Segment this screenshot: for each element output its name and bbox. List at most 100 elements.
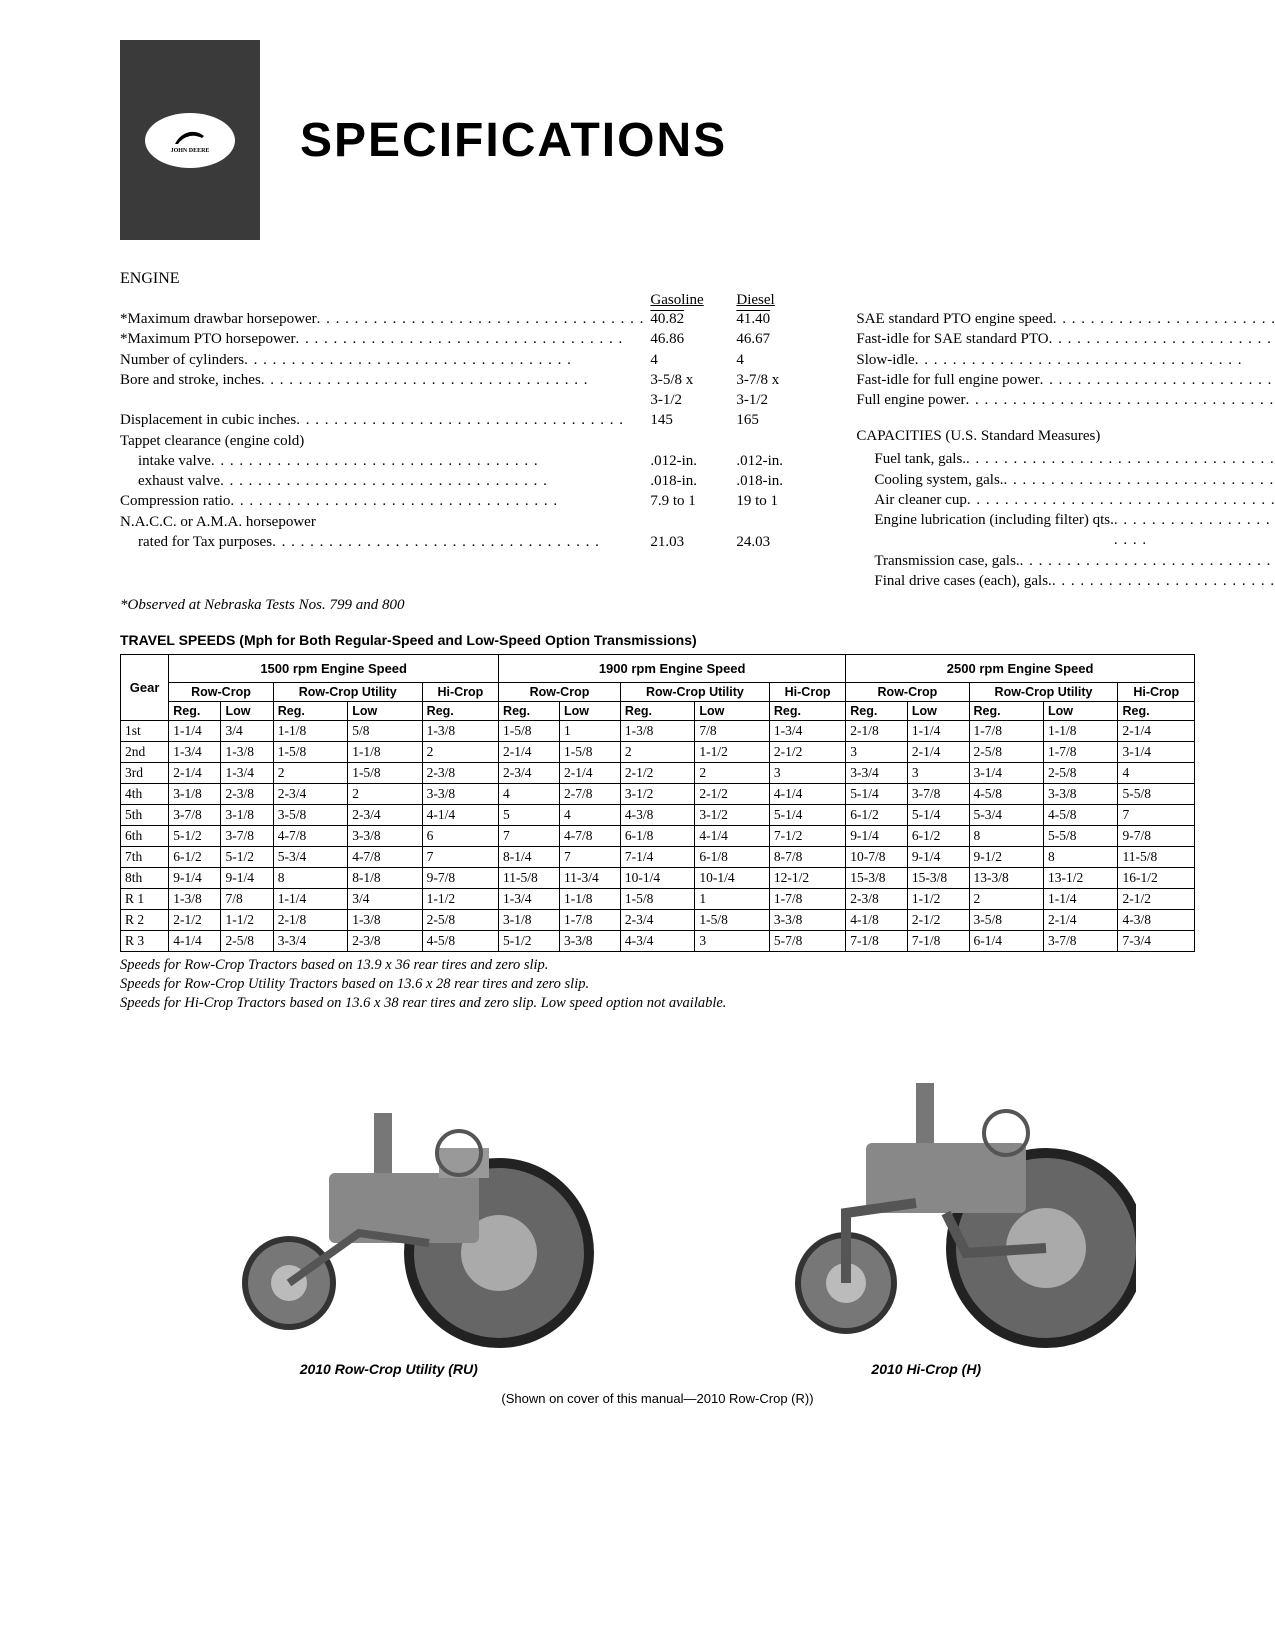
spec-label: N.A.C.C. or A.M.A. horsepower xyxy=(120,512,316,532)
speed-cell: 1-5/8 xyxy=(559,742,620,763)
subgroup-header: Row-Crop Utility xyxy=(620,683,769,702)
leaf-header: Reg. xyxy=(1118,702,1195,721)
leaf-header: Reg. xyxy=(769,702,845,721)
spec-label: Displacement in cubic inches xyxy=(120,410,296,430)
spec-label: intake valve xyxy=(120,451,211,471)
speed-cell: 8-7/8 xyxy=(769,847,845,868)
leaf-header: Low xyxy=(559,702,620,721)
spec-gasoline-value xyxy=(644,512,730,532)
table-row: 3rd2-1/41-3/421-5/82-3/82-3/42-1/42-1/22… xyxy=(121,763,1195,784)
spec-label: SAE standard PTO engine speed xyxy=(856,309,1052,329)
speed-cell: 3-1/4 xyxy=(1118,742,1195,763)
spec-row: *Maximum PTO horsepower46.8646.67 xyxy=(120,329,816,349)
speed-cell: 6-1/8 xyxy=(620,826,694,847)
speed-cell: 2-1/4 xyxy=(499,742,560,763)
spec-row: Tappet clearance (engine cold) xyxy=(120,431,816,451)
speed-cell: 1-7/8 xyxy=(969,721,1043,742)
leaf-header: Reg. xyxy=(620,702,694,721)
capacity-label: Engine lubrication (including filter) qt… xyxy=(856,510,1114,551)
speed-cell: 13-1/2 xyxy=(1044,868,1118,889)
gear-cell: 6th xyxy=(121,826,169,847)
speed-cell: 9-1/2 xyxy=(969,847,1043,868)
speed-cell: 8 xyxy=(273,868,347,889)
spec-diesel-value: 24.03 xyxy=(730,532,816,552)
speed-cell: 7-1/8 xyxy=(907,931,969,952)
spec-diesel-value: 41.40 xyxy=(730,309,816,329)
subgroup-header: Row-Crop Utility xyxy=(273,683,422,702)
spec-diesel-value: 19 to 1 xyxy=(730,491,816,511)
speed-cell: 3/4 xyxy=(348,889,422,910)
speed-cell: 10-7/8 xyxy=(846,847,908,868)
speed-cell: 3 xyxy=(769,763,845,784)
speed-cell: 6 xyxy=(422,826,498,847)
travel-speeds-table: Gear 1500 rpm Engine Speed 1900 rpm Engi… xyxy=(120,654,1195,952)
subgroup-header: Hi-Crop xyxy=(769,683,845,702)
speed-cell: 5-3/4 xyxy=(969,805,1043,826)
speed-cell: 5-1/4 xyxy=(907,805,969,826)
speed-cell: 2-5/8 xyxy=(221,931,273,952)
gear-cell: 3rd xyxy=(121,763,169,784)
engine-heading: ENGINE xyxy=(120,270,1195,288)
speed-cell: 12-1/2 xyxy=(769,868,845,889)
speed-cell: 9-7/8 xyxy=(1118,826,1195,847)
spec-gasoline-value: 4 xyxy=(644,350,730,370)
speed-cell: 16-1/2 xyxy=(1118,868,1195,889)
speed-cell: 2-3/8 xyxy=(422,763,498,784)
spec-row: exhaust valve.018-in..018-in. xyxy=(120,471,816,491)
travel-speeds-title: TRAVEL SPEEDS (Mph for Both Regular-Spee… xyxy=(120,632,1195,648)
speed-cell: 5-1/4 xyxy=(846,784,908,805)
spec-row: Number of cylinders44 xyxy=(120,350,816,370)
leaf-header: Reg. xyxy=(273,702,347,721)
spec-row: intake valve.012-in..012-in. xyxy=(120,451,816,471)
leaf-header: Low xyxy=(348,702,422,721)
speed-cell: 1-3/4 xyxy=(499,889,560,910)
speed-cell: 5/8 xyxy=(348,721,422,742)
logo-text: JOHN DEERE xyxy=(171,148,210,154)
deer-icon xyxy=(170,126,210,148)
left-col-headers: Gasoline Diesel xyxy=(120,292,816,309)
speed-cell: 1-1/8 xyxy=(273,721,347,742)
subgroup-header: Row-Crop xyxy=(846,683,969,702)
capacity-row: Fuel tank, gals.16 xyxy=(856,449,1275,469)
speed-cell: 1-7/8 xyxy=(559,910,620,931)
leaf-header: Low xyxy=(221,702,273,721)
spec-gasoline-value: 21.03 xyxy=(644,532,730,552)
speed-cell: 5-1/2 xyxy=(221,847,273,868)
spec-row: Full engine power2500 rpm2500 rpm xyxy=(856,390,1275,410)
speed-cell: 5-5/8 xyxy=(1044,826,1118,847)
speed-notes: Speeds for Row-Crop Tractors based on 13… xyxy=(120,956,1195,1013)
speed-cell: 7 xyxy=(499,826,560,847)
speed-cell: 2-5/8 xyxy=(422,910,498,931)
spec-row: SAE standard PTO engine speed1900 rpm190… xyxy=(856,309,1275,329)
leaf-header: Low xyxy=(1044,702,1118,721)
speed-cell: 1-1/4 xyxy=(273,889,347,910)
speed-cell: 2-1/2 xyxy=(1118,889,1195,910)
speed-note-2: Speeds for Hi-Crop Tractors based on 13.… xyxy=(120,994,1195,1013)
speed-cell: 15-3/8 xyxy=(846,868,908,889)
speed-cell: 2-1/2 xyxy=(169,910,221,931)
speed-cell: 4-3/8 xyxy=(620,805,694,826)
speed-cell: 3-5/8 xyxy=(969,910,1043,931)
speed-cell: 7-3/4 xyxy=(1118,931,1195,952)
speed-cell: 2-3/4 xyxy=(499,763,560,784)
capacities-heading: CAPACITIES (U.S. Standard Measures) xyxy=(856,428,1275,445)
speed-cell: 11-5/8 xyxy=(1118,847,1195,868)
speed-cell: 3/4 xyxy=(221,721,273,742)
speed-cell: 4-3/4 xyxy=(620,931,694,952)
spec-row: Fast-idle for SAE standard PTO2100 rpm21… xyxy=(856,329,1275,349)
speed-cell: 5-1/4 xyxy=(769,805,845,826)
speed-cell: 1-7/8 xyxy=(1044,742,1118,763)
speed-cell: 9-1/4 xyxy=(907,847,969,868)
capacity-label: Fuel tank, gals. xyxy=(856,449,966,469)
speed-cell: 2-1/2 xyxy=(620,763,694,784)
speed-cell: 2-1/2 xyxy=(907,910,969,931)
gear-header: Gear xyxy=(121,655,169,721)
capacity-label: Transmission case, gals. xyxy=(856,551,1019,571)
spec-gasoline-value xyxy=(644,431,730,451)
spec-gasoline-value: 3-1/2 xyxy=(644,390,730,410)
tractor-left: 2010 Row-Crop Utility (RU) xyxy=(179,1053,599,1377)
speed-cell: 7 xyxy=(559,847,620,868)
gear-cell: 8th xyxy=(121,868,169,889)
speed-cell: 1-1/2 xyxy=(695,742,769,763)
speed-cell: 9-7/8 xyxy=(422,868,498,889)
